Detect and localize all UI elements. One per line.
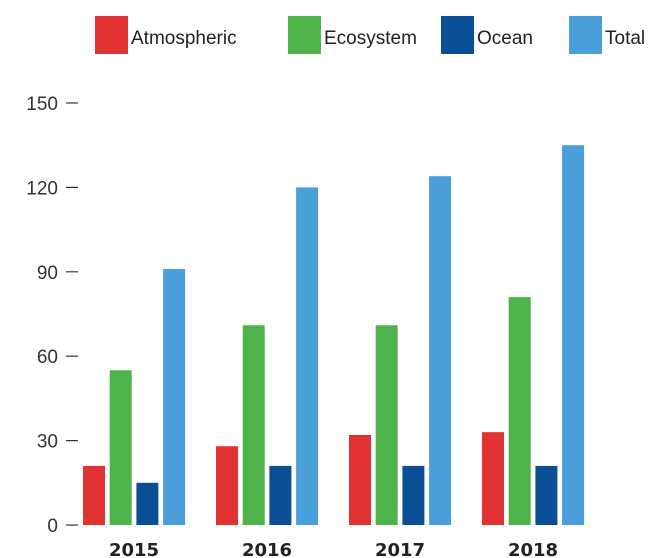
- y-tick-label: 30: [37, 432, 58, 453]
- bar-atmospheric-2016: [216, 446, 238, 525]
- bar-atmospheric-2018: [482, 432, 504, 525]
- legend-swatch-ecosystem: [288, 16, 321, 54]
- x-axis: 2015 2016 2017 2018: [109, 540, 558, 558]
- bar-atmospheric-2015: [83, 465, 105, 525]
- y-tick-label: 120: [26, 178, 58, 199]
- x-category-label: 2016: [242, 540, 292, 558]
- bar-ocean-2015: [136, 482, 159, 525]
- bar-total-2017: [429, 176, 452, 525]
- bar-ecosystem-2017: [375, 325, 398, 525]
- legend-label-ecosystem: Ecosystem: [324, 28, 417, 49]
- bar-atmospheric-2017: [349, 434, 371, 525]
- legend-swatch-total: [569, 16, 602, 54]
- bar-ocean-2017: [402, 465, 425, 525]
- bar-ecosystem-2016: [242, 325, 265, 525]
- x-category-label: 2017: [375, 540, 425, 558]
- y-tick-label: 150: [26, 94, 58, 115]
- bar-ecosystem-2018: [508, 297, 531, 525]
- x-category-label: 2018: [508, 540, 558, 558]
- bar-ocean-2018: [535, 465, 558, 525]
- legend-label-atmospheric: Atmospheric: [131, 28, 237, 49]
- legend: Atmospheric Ecosystem Ocean Total: [95, 16, 645, 54]
- y-tick-label: 90: [37, 263, 58, 284]
- legend-swatch-ocean: [441, 16, 474, 54]
- legend-label-ocean: Ocean: [477, 28, 533, 49]
- bars-group: [83, 145, 585, 525]
- y-tick-label: 0: [47, 516, 58, 537]
- x-category-label: 2015: [109, 540, 159, 558]
- y-axis: 0 30 60 90 120 150: [26, 94, 78, 537]
- bar-ocean-2016: [269, 465, 292, 525]
- bar-total-2018: [562, 145, 585, 525]
- legend-label-total: Total: [605, 28, 645, 49]
- bar-total-2015: [163, 268, 186, 525]
- legend-swatch-atmospheric: [95, 16, 128, 54]
- bar-total-2016: [296, 187, 319, 525]
- y-tick-label: 60: [37, 347, 58, 368]
- bar-ecosystem-2015: [109, 370, 132, 525]
